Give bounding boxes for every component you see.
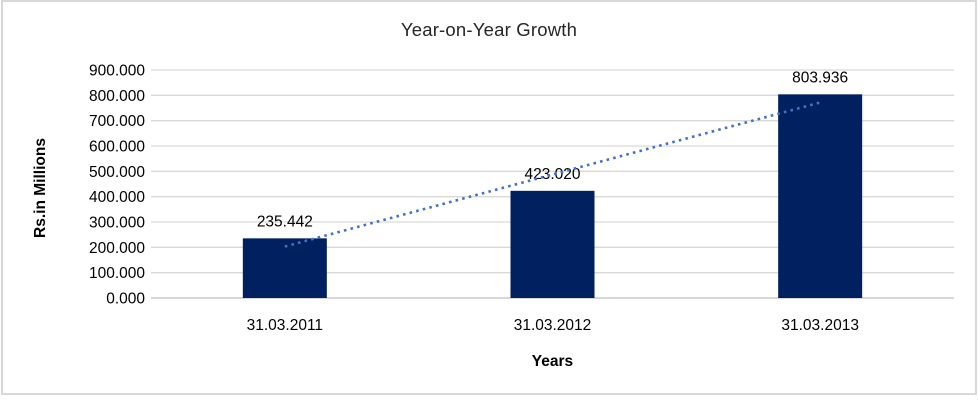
y-tick-label: 100.000 [89,265,145,282]
data-label: 235.442 [257,213,313,230]
category-label: 31.03.2011 [247,317,323,334]
chart-title: Year-on-Year Growth [400,19,578,40]
y-tick-label: 600.000 [89,139,145,156]
bar [510,190,595,298]
bar [242,238,327,298]
y-tick-label: 0.000 [106,291,145,308]
category-label: 31.03.2012 [514,317,592,334]
y-tick-label: 400.000 [89,189,145,206]
data-label: 423.020 [524,166,580,183]
y-tick-label: 500.000 [89,164,145,181]
bar [778,94,863,298]
y-tick-label: 200.000 [89,240,145,257]
y-tick-label: 900.000 [89,63,145,80]
y-tick-label: 300.000 [89,215,145,232]
y-tick-label: 700.000 [89,113,145,130]
y-axis-title: Rs.in Millions [32,138,49,238]
category-label: 31.03.2013 [781,317,859,334]
y-tick-label: 800.000 [89,88,145,105]
x-axis-title: Years [531,353,574,370]
data-label: 803.936 [792,69,848,86]
